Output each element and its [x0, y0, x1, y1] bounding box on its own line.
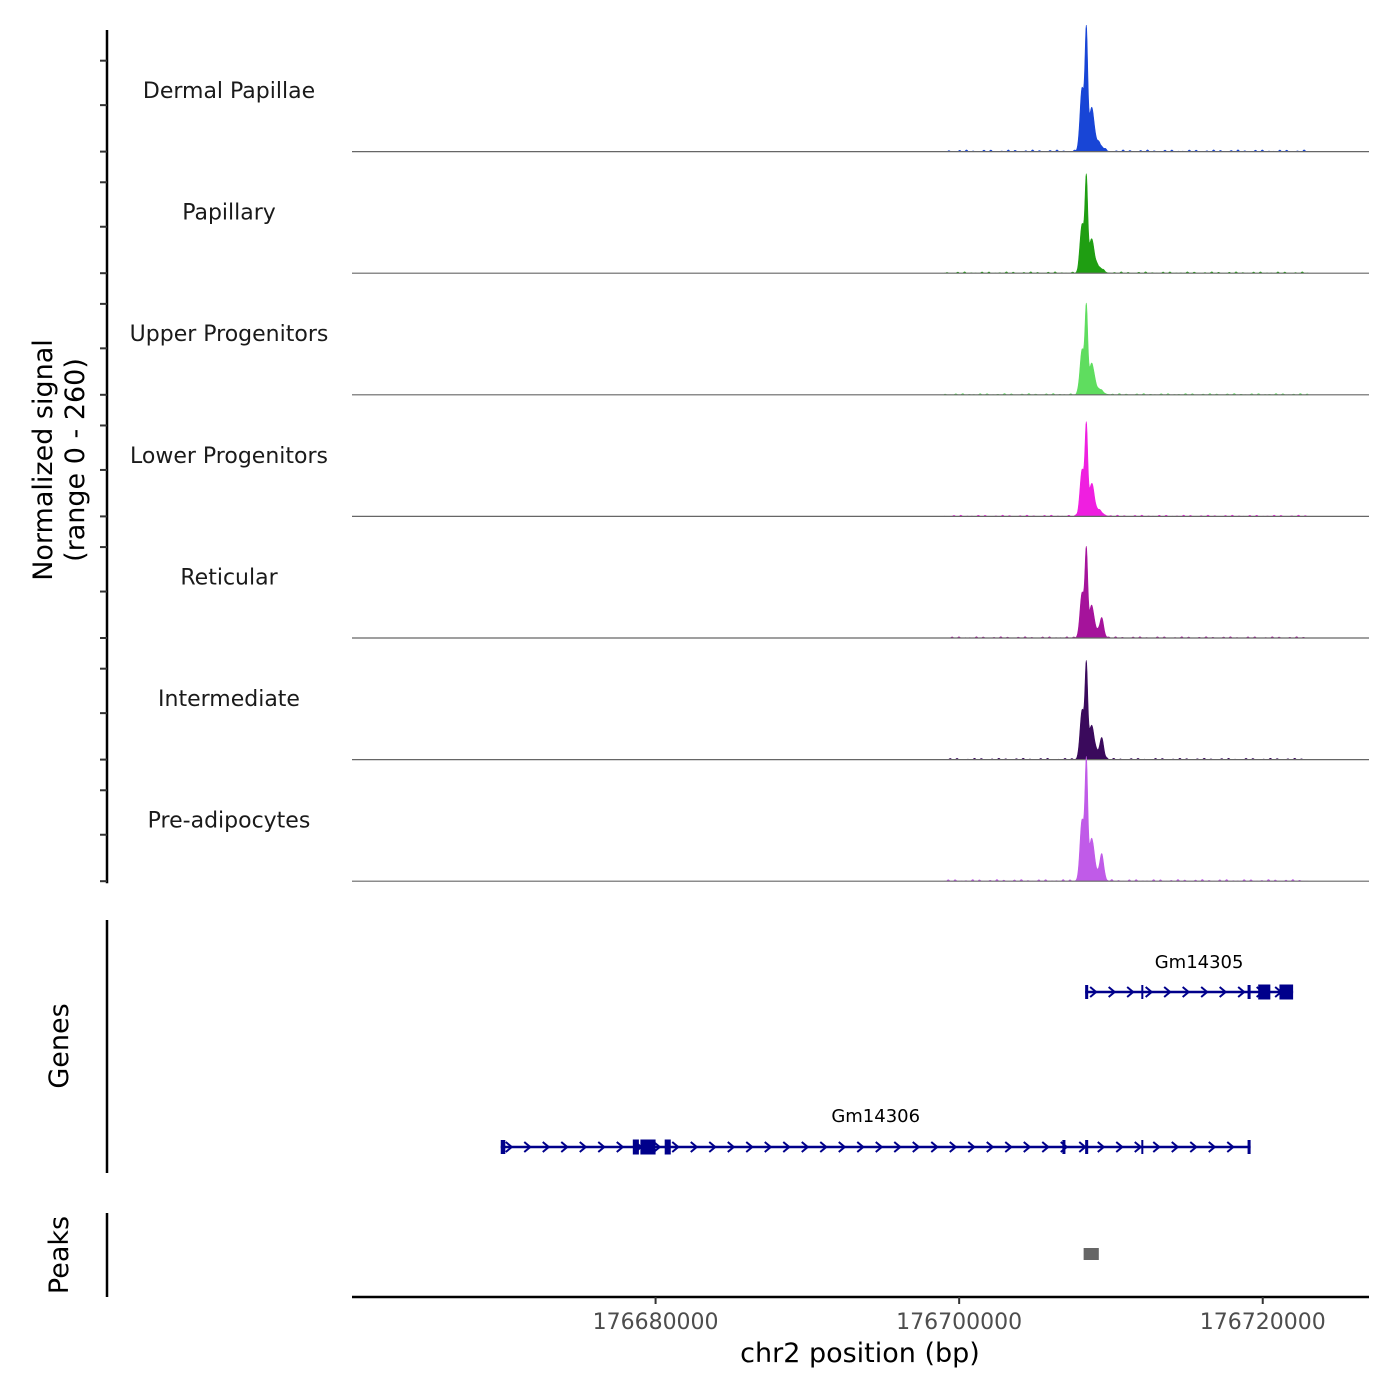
gene-label: Gm14305: [1155, 952, 1244, 973]
track-label: Intermediate: [158, 687, 300, 712]
strand-chevron: [1237, 986, 1246, 998]
coverage-area: [943, 660, 1309, 760]
peaks-panel: [1083, 1248, 1099, 1260]
gene-exon: [1085, 985, 1089, 999]
gene-exon: [500, 1140, 506, 1154]
strand-chevron: [1097, 1141, 1106, 1153]
strand-chevron: [616, 1141, 625, 1153]
peak-region: [1083, 1248, 1099, 1260]
x-axis: 176680000 176700000 176720000: [352, 1295, 1369, 1335]
strand-chevron: [1126, 986, 1135, 998]
gene-exon: [640, 1139, 656, 1155]
strand-chevron: [653, 1141, 662, 1153]
strand-chevron: [838, 1141, 847, 1153]
strand-chevron: [1108, 986, 1117, 998]
strand-chevron: [1041, 1141, 1050, 1153]
genes-panel: Gm14305 Gm14306: [500, 952, 1294, 1155]
strand-chevron: [1004, 1141, 1013, 1153]
strand-chevron: [1219, 986, 1228, 998]
gene-exon: [1141, 985, 1144, 999]
strand-chevron: [949, 1141, 958, 1153]
strand-chevron: [560, 1141, 569, 1153]
strand-chevron: [542, 1141, 551, 1153]
coverage-area: [943, 302, 1309, 396]
strand-chevron: [671, 1141, 680, 1153]
signal-y-axis-range: (range 0 - 260): [60, 358, 91, 562]
strand-chevron: [856, 1141, 865, 1153]
strand-chevron: [1023, 1141, 1032, 1153]
strand-chevron: [893, 1141, 902, 1153]
gene-exon: [1258, 984, 1271, 1000]
signal-panel: Dermal Papillae Papillary Upper Progenitor…: [130, 24, 1369, 882]
signal-track: Lower Progenitors: [130, 421, 1369, 518]
x-tick-label: 176680000: [593, 1310, 719, 1335]
strand-chevron: [930, 1141, 939, 1153]
strand-chevron: [597, 1141, 606, 1153]
gene-exon: [1085, 1140, 1089, 1154]
signal-y-axis: [100, 30, 109, 884]
gene-exon: [1141, 1140, 1144, 1154]
strand-chevron: [1134, 1141, 1143, 1153]
gene-model: Gm14305: [1085, 952, 1294, 1000]
gene-exon: [1279, 984, 1294, 1000]
strand-chevron: [875, 1141, 884, 1153]
gene-exon: [1247, 1140, 1251, 1154]
strand-chevron: [579, 1141, 588, 1153]
strand-chevron: [1115, 1141, 1124, 1153]
strand-chevron: [986, 1141, 995, 1153]
signal-track: Reticular: [180, 546, 1369, 639]
track-label: Lower Progenitors: [130, 444, 328, 469]
strand-chevron: [1145, 986, 1154, 998]
track-label: Papillary: [182, 201, 276, 226]
strand-chevron: [1189, 1141, 1198, 1153]
gene-model: Gm14306: [500, 1106, 1251, 1155]
strand-chevron: [1200, 986, 1209, 998]
strand-chevron: [523, 1141, 532, 1153]
strand-chevron: [1208, 1141, 1217, 1153]
strand-chevron: [1182, 986, 1191, 998]
strand-chevron: [1163, 986, 1172, 998]
x-tick-label: 176700000: [896, 1310, 1022, 1335]
gene-label: Gm14306: [831, 1106, 920, 1127]
x-tick-label: 176720000: [1200, 1310, 1326, 1335]
strand-chevron: [1226, 1141, 1235, 1153]
strand-chevron: [782, 1141, 791, 1153]
strand-chevron: [745, 1141, 754, 1153]
coverage-area: [943, 756, 1309, 882]
strand-chevron: [708, 1141, 717, 1153]
signal-track: Intermediate: [158, 660, 1369, 761]
coverage-area: [943, 24, 1309, 152]
track-label: Upper Progenitors: [130, 322, 329, 347]
coverage-area: [943, 173, 1309, 274]
strand-chevron: [764, 1141, 773, 1153]
signal-y-axis-title: Normalized signal: [28, 339, 59, 581]
track-label: Reticular: [180, 565, 278, 590]
track-label: Dermal Papillae: [143, 79, 315, 104]
strand-chevron: [819, 1141, 828, 1153]
coverage-area: [943, 421, 1309, 517]
strand-chevron: [690, 1141, 699, 1153]
strand-chevron: [1089, 986, 1098, 998]
gene-exon: [1247, 985, 1251, 999]
strand-chevron: [912, 1141, 921, 1153]
gene-exon: [632, 1139, 639, 1155]
coverage-area: [943, 546, 1309, 639]
signal-track: Dermal Papillae: [143, 24, 1369, 153]
genes-axis-title: Genes: [44, 1003, 75, 1088]
peaks-axis-title: Peaks: [44, 1216, 75, 1294]
strand-chevron: [1171, 1141, 1180, 1153]
gene-exon: [664, 1139, 671, 1155]
strand-chevron: [505, 1141, 514, 1153]
signal-track: Upper Progenitors: [130, 302, 1369, 396]
x-axis-title: chr2 position (bp): [740, 1338, 980, 1369]
track-label: Pre-adipocytes: [148, 809, 311, 834]
strand-chevron: [727, 1141, 736, 1153]
strand-chevron: [801, 1141, 810, 1153]
strand-chevron: [1152, 1141, 1161, 1153]
signal-track: Papillary: [182, 173, 1369, 274]
strand-chevron: [967, 1141, 976, 1153]
signal-track: Pre-adipocytes: [148, 756, 1369, 882]
gene-exon: [1062, 1140, 1066, 1154]
